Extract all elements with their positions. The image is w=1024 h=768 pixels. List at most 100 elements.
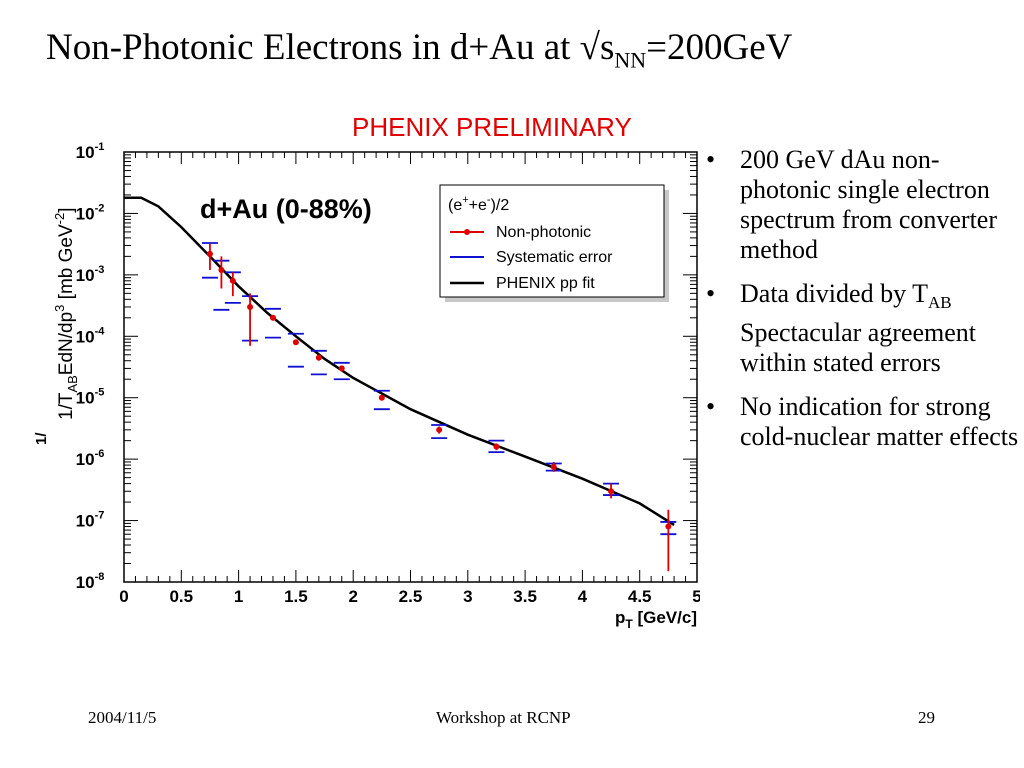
y-tick-label: 10-1 (76, 141, 105, 162)
footer-event: Workshop at RCNP (436, 708, 571, 727)
legend-entry-label: Systematic error (496, 249, 613, 266)
y-tick-base: 10 (76, 573, 95, 592)
x-axis-label: pT [GeV/c] (615, 608, 697, 631)
data-marker (338, 365, 345, 372)
data-point (287, 332, 304, 368)
y-tick-label: 10-7 (76, 510, 105, 531)
y-tick-exponent: -2 (95, 202, 105, 214)
bullet-list: 200 GeV dAu non-photonic single electron… (700, 145, 1022, 466)
bullet-item: 200 GeV dAu non-photonic single electron… (700, 145, 1022, 265)
x-tick-label: 5 (692, 587, 700, 606)
x-tick-label: 2.5 (399, 587, 423, 606)
y-axis-label-close: ] (56, 208, 77, 213)
x-tick-label: 3 (463, 587, 472, 606)
y-axis-label-sub: AB (65, 375, 80, 392)
y-tick-label: 10-8 (76, 571, 105, 592)
legend-box (439, 184, 665, 298)
bullet-item: Data divided by TAB Spectacular agreemen… (700, 279, 1022, 378)
legend-header-sup: + (462, 194, 468, 206)
bullet-text: No indication for strong cold-nuclear ma… (740, 392, 1019, 452)
data-point (201, 242, 218, 279)
y-tick-exponent: -6 (95, 448, 105, 460)
x-tick-label: 3.5 (513, 587, 537, 606)
x-tick-label: 4.5 (628, 587, 652, 606)
title-main: Non-Photonic Electrons in d+Au at √s (46, 27, 615, 68)
y-axis-label: 1/TABEdN/dp3 [mb GeV-2] (52, 208, 80, 421)
x-tick-label: 4 (578, 587, 588, 606)
y-axis-label-pre: 1/T (56, 392, 77, 420)
data-point (213, 256, 230, 311)
legend-header-sup: - (487, 194, 491, 206)
bullet-text-post: Spectacular agreement within stated erro… (740, 318, 977, 378)
data-marker (493, 443, 500, 450)
data-marker (315, 354, 322, 361)
data-marker (269, 314, 276, 321)
x-tick-label: 1 (234, 587, 243, 606)
data-point (224, 271, 241, 304)
legend-header-base: (e (448, 197, 462, 214)
data-marker (665, 523, 672, 530)
y-tick-exponent: -3 (95, 264, 105, 276)
data-marker (247, 303, 254, 310)
y-axis-label-unit: [mb GeV (56, 224, 77, 305)
data-point (660, 509, 677, 572)
y-tick-label: 10-2 (76, 202, 105, 223)
y-tick-exponent: -7 (95, 510, 105, 522)
y-axis-label-sup: 3 (52, 305, 67, 312)
data-marker (550, 463, 557, 470)
legend: (e++e-)/2 Non-photonic Systematic error PHE… (439, 184, 669, 302)
data-marker (218, 266, 225, 273)
data-point (545, 461, 562, 472)
x-tick-label: 1.5 (284, 587, 308, 606)
title-tail: =200GeV (646, 27, 793, 68)
x-axis-label-unit: [GeV/c] (633, 608, 697, 627)
data-marker (378, 394, 385, 401)
y-tick-base: 10 (76, 204, 95, 223)
slide-title: Non-Photonic Electrons in d+Au at √sNN=2… (46, 27, 793, 73)
data-point (333, 361, 350, 381)
y-tick-label: 10-5 (76, 387, 105, 408)
data-point (603, 482, 620, 499)
y-tick-base: 10 (76, 512, 95, 531)
y-tick-exponent: -5 (95, 387, 105, 399)
bullet-item: No indication for strong cold-nuclear ma… (700, 392, 1022, 452)
x-tick-label: 0.5 (169, 587, 193, 606)
y-tick-base: 10 (76, 327, 95, 346)
footer-page-number: 29 (918, 708, 935, 727)
panel-label: d+Au (0-88%) (200, 194, 372, 224)
y-tick-base: 10 (76, 389, 95, 408)
spectrum-chart: 0 0.5 1 1.5 2 2.5 3 3.5 4 4.5 510-110-210-310-410-… (33, 141, 700, 631)
bullet-text-sub: AB (927, 293, 952, 313)
legend-header: (e++e-)/2 (448, 194, 509, 214)
y-tick-base: 10 (76, 143, 95, 162)
y-tick-exponent: -4 (95, 325, 106, 337)
legend-swatch-marker (464, 229, 470, 235)
x-tick-label: 0 (119, 587, 128, 606)
legend-header-mid: +e (469, 197, 487, 214)
data-point (242, 293, 259, 346)
y-tick-base: 10 (76, 266, 95, 285)
data-point (373, 389, 390, 411)
x-axis-label-sub: T (625, 617, 633, 631)
legend-header-tail: )/2 (491, 197, 510, 214)
y-axis-label-unit-sup: -2 (52, 213, 67, 225)
bullet-text: 200 GeV dAu non-photonic single electron… (740, 145, 998, 264)
y-tick-label: 10-6 (76, 448, 105, 469)
data-point (431, 424, 448, 440)
y-tick-exponent: -1 (95, 141, 105, 153)
y-axis-label-mid: EdN/dp (56, 312, 77, 375)
x-tick-label: 2 (348, 587, 357, 606)
data-marker (229, 277, 236, 284)
data-marker (206, 250, 213, 257)
x-axis-label-main: p (615, 608, 625, 627)
footer-date: 2004/11/5 (88, 708, 157, 727)
y-tick-exponent: -8 (95, 571, 105, 583)
data-point (488, 439, 505, 454)
bullet-text-pre: Data divided by T (740, 279, 928, 308)
data-marker (608, 488, 615, 495)
legend-entry-label: Non-photonic (496, 224, 591, 241)
y-tick-label: 10-3 (76, 264, 105, 285)
preliminary-label: PHENIX PRELIMINARY (352, 112, 632, 142)
data-marker (292, 339, 299, 346)
title-subscript: NN (614, 47, 647, 73)
